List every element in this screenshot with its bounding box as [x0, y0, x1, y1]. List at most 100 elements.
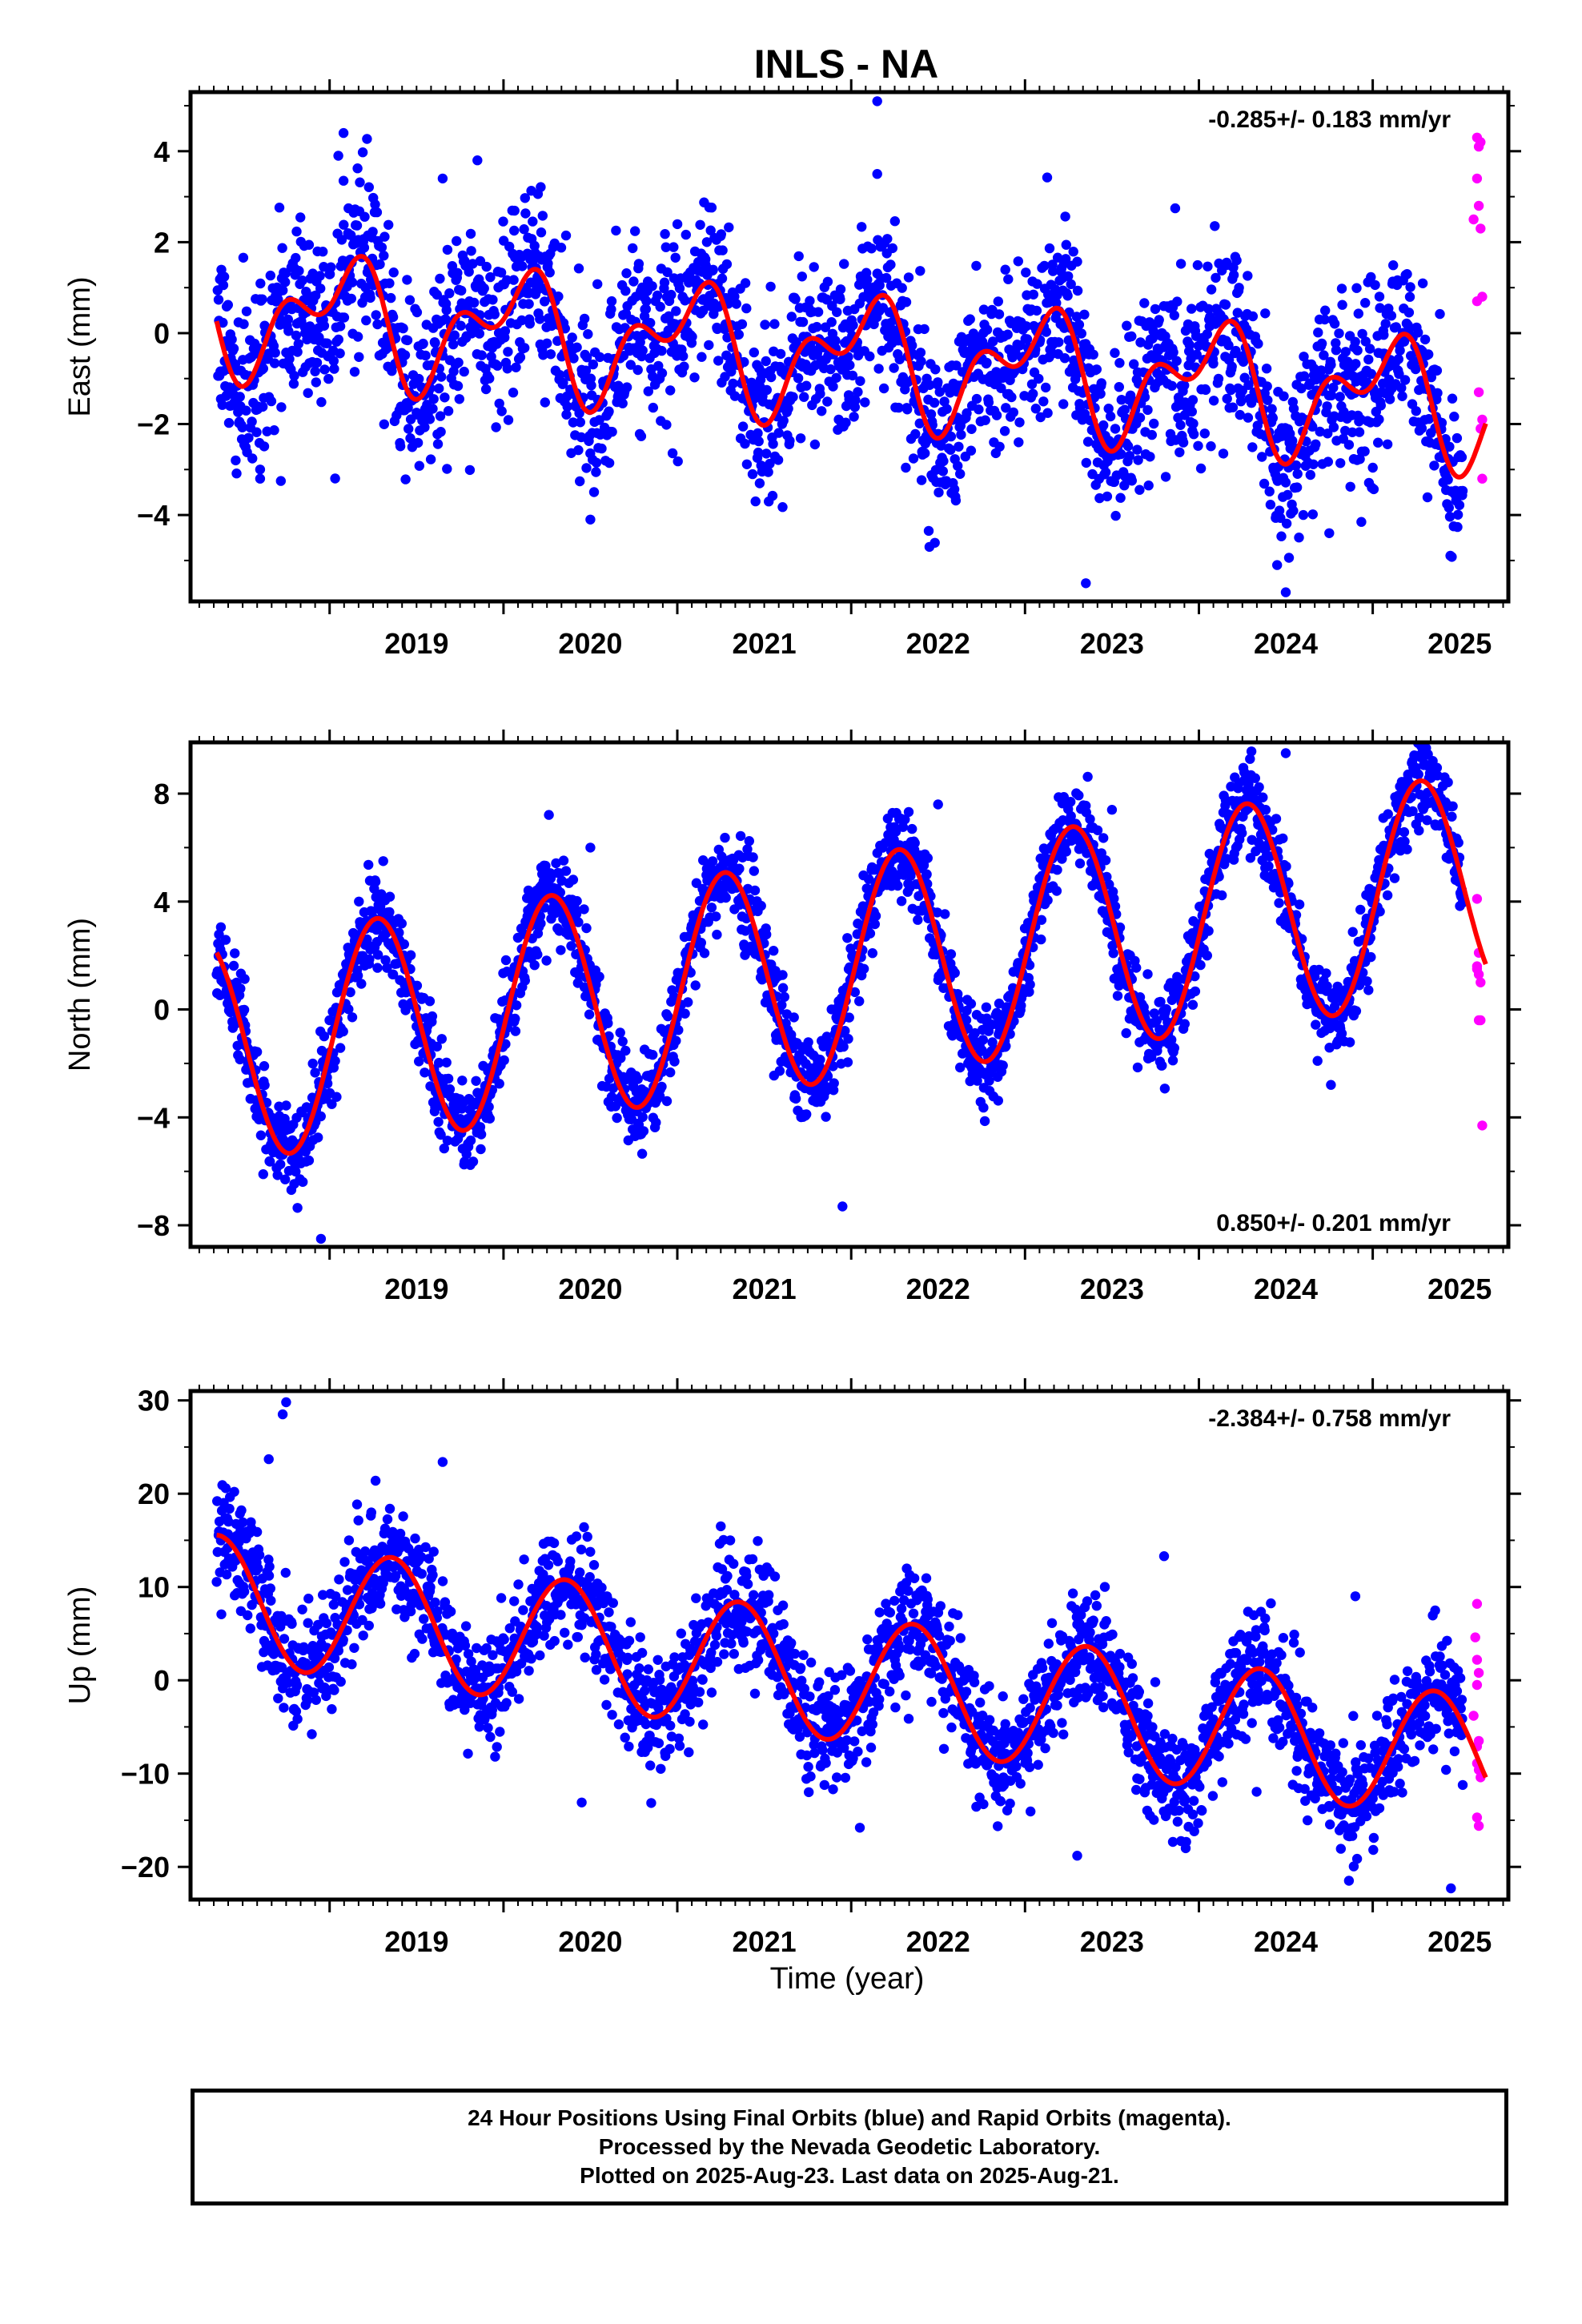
- final-orbit-point: [592, 279, 603, 289]
- final-orbit-point: [243, 1610, 253, 1621]
- final-orbit-point: [706, 903, 717, 913]
- final-orbit-point: [913, 915, 923, 925]
- final-orbit-point: [809, 262, 819, 272]
- final-orbit-point: [970, 1027, 980, 1039]
- final-orbit-point: [1203, 926, 1214, 936]
- final-orbit-point: [925, 380, 935, 390]
- final-orbit-point: [900, 384, 910, 395]
- final-orbit-point: [1132, 1062, 1143, 1073]
- final-orbit-point: [1188, 418, 1199, 429]
- final-orbit-point: [1190, 986, 1201, 997]
- north-y-ticks: [178, 792, 1521, 1227]
- final-orbit-point: [1323, 428, 1333, 439]
- final-orbit-point: [655, 301, 665, 312]
- final-orbit-point: [239, 1586, 250, 1597]
- final-orbit-point: [1278, 833, 1288, 844]
- final-orbit-point: [1447, 801, 1458, 811]
- final-orbit-point: [1059, 353, 1070, 364]
- final-orbit-point: [1206, 441, 1216, 452]
- final-orbit-point: [966, 999, 977, 1009]
- final-orbit-point: [484, 1101, 494, 1112]
- final-orbit-point: [1025, 979, 1035, 990]
- final-orbit-point: [1336, 283, 1347, 294]
- final-orbit-point: [311, 377, 321, 388]
- final-orbit-point: [1211, 272, 1221, 283]
- final-orbit-point: [494, 1079, 504, 1089]
- final-orbit-point: [1061, 846, 1072, 857]
- final-orbit-point: [1280, 587, 1291, 597]
- final-orbit-point: [1411, 406, 1422, 416]
- final-orbit-point: [1326, 1080, 1336, 1090]
- final-orbit-point: [443, 1073, 454, 1084]
- final-orbit-point: [367, 227, 378, 237]
- final-orbit-point: [545, 873, 556, 884]
- final-orbit-point: [731, 299, 741, 309]
- final-orbit-point: [387, 969, 399, 980]
- final-orbit-point: [345, 987, 355, 998]
- final-orbit-point: [1362, 976, 1372, 987]
- final-orbit-point: [379, 251, 389, 261]
- final-orbit-point: [617, 1036, 628, 1047]
- final-orbit-point: [962, 408, 972, 419]
- final-orbit-point: [1161, 1003, 1171, 1015]
- final-orbit-point: [1200, 384, 1211, 396]
- final-orbit-point: [452, 267, 463, 278]
- final-orbit-point: [1116, 448, 1126, 460]
- final-orbit-point: [1397, 391, 1407, 401]
- final-orbit-point: [1312, 1055, 1323, 1066]
- final-orbit-point: [1254, 782, 1264, 793]
- final-orbit-point: [556, 945, 566, 955]
- final-orbit-point: [441, 1057, 452, 1068]
- final-orbit-point: [1319, 350, 1329, 360]
- final-orbit-point: [1227, 361, 1237, 372]
- final-orbit-point: [1188, 429, 1199, 440]
- final-orbit-point: [588, 487, 600, 497]
- final-orbit-point: [1447, 811, 1457, 822]
- final-orbit-point: [595, 352, 605, 363]
- final-orbit-point: [1351, 359, 1361, 369]
- north-model-line: [214, 778, 1488, 1156]
- final-orbit-point: [648, 402, 658, 413]
- final-orbit-point: [900, 814, 910, 825]
- final-orbit-point: [479, 283, 489, 294]
- final-orbit-point: [275, 476, 286, 486]
- final-orbit-point: [673, 456, 683, 467]
- final-orbit-point: [412, 437, 424, 448]
- final-orbit-point: [1234, 283, 1244, 293]
- final-orbit-point: [1447, 393, 1458, 404]
- final-orbit-point: [1246, 398, 1257, 408]
- final-orbit-point: [915, 266, 926, 276]
- y-tick-label: 4: [154, 135, 170, 168]
- final-orbit-point: [1098, 420, 1109, 431]
- final-orbit-point: [790, 294, 801, 304]
- final-orbit-point: [1235, 409, 1246, 420]
- final-orbit-point: [544, 267, 555, 278]
- final-orbit-point: [228, 960, 239, 971]
- final-orbit-point: [213, 295, 224, 305]
- final-orbit-point: [689, 372, 700, 383]
- final-orbit-point: [909, 838, 920, 848]
- final-orbit-point: [371, 207, 383, 218]
- final-orbit-point: [223, 300, 233, 310]
- final-orbit-point: [1054, 337, 1064, 348]
- final-orbit-point: [269, 425, 279, 436]
- final-orbit-point: [1139, 298, 1150, 308]
- final-orbit-point: [749, 866, 759, 876]
- east-panel: 2019 2020 2021 2022 2023 2024 2025−4−2024East …: [63, 79, 1521, 660]
- final-orbit-point: [1126, 476, 1138, 486]
- final-orbit-point: [1013, 958, 1024, 968]
- final-orbit-point: [735, 830, 746, 842]
- y-tick-label: 4: [154, 886, 170, 919]
- final-orbit-point: [1454, 500, 1465, 510]
- final-orbit-point: [865, 928, 876, 939]
- final-orbit-point: [797, 316, 809, 328]
- final-orbit-point: [691, 878, 702, 888]
- final-orbit-point: [971, 393, 982, 404]
- final-orbit-point: [705, 225, 716, 235]
- final-orbit-point: [1026, 379, 1038, 389]
- final-orbit-point: [1370, 279, 1380, 291]
- final-orbit-point: [1243, 380, 1254, 390]
- final-orbit-point: [1169, 1043, 1180, 1053]
- final-orbit-point: [276, 402, 287, 412]
- final-orbit-point: [500, 1039, 511, 1049]
